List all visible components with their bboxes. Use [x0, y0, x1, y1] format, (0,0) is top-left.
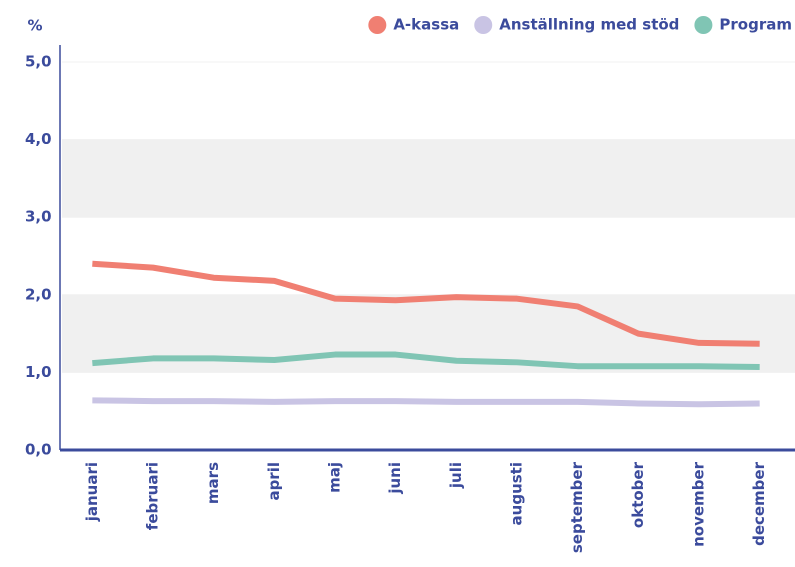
y-axis-label: %: [27, 17, 42, 35]
x-tick-label: maj: [326, 462, 344, 493]
series-line: [92, 397, 760, 408]
y-tick-label: 5,0: [25, 53, 52, 71]
series-line: [92, 351, 760, 370]
y-tick-label: 1,0: [25, 363, 52, 381]
x-tick-label: oktober: [629, 461, 647, 528]
legend-label: Program: [719, 16, 792, 34]
legend-marker: [694, 16, 713, 34]
x-tick-label: december: [750, 461, 768, 546]
grid-band: [62, 139, 795, 218]
x-tick-label: juni: [386, 462, 404, 495]
legend-marker: [474, 16, 493, 34]
x-tick-label: november: [690, 461, 708, 546]
x-tick-label: september: [568, 461, 586, 553]
x-tick-label: augusti: [508, 462, 526, 525]
y-tick-label: 2,0: [25, 285, 52, 303]
legend-label: A-kassa: [393, 16, 459, 34]
x-tick-label: april: [265, 462, 283, 501]
x-tick-label: mars: [204, 462, 222, 504]
x-tick-label: juli: [447, 462, 465, 489]
y-tick-label: 3,0: [25, 208, 52, 226]
series-line: [92, 260, 760, 347]
y-tick-label: 4,0: [25, 130, 52, 148]
legend-marker: [368, 16, 387, 34]
legend-label: Anställning med stöd: [499, 16, 679, 34]
x-tick-label: januari: [83, 462, 101, 522]
y-tick-label: 0,0: [25, 441, 52, 459]
x-tick-label: februari: [144, 462, 162, 530]
